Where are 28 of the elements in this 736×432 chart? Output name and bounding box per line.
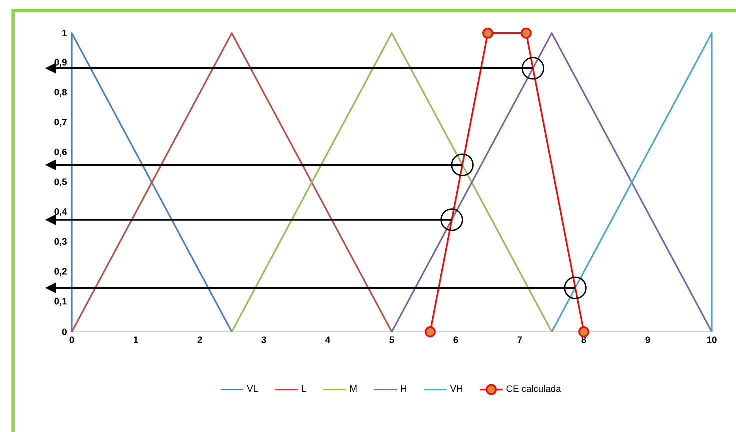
x-tick-label: 10 [707, 336, 717, 344]
legend-label: H [401, 386, 407, 392]
x-tick-label: 5 [390, 336, 394, 344]
x-tick-label: 7 [518, 336, 522, 344]
y-tick-label: 0 [62, 328, 67, 336]
legend-label: VH [450, 386, 463, 392]
y-tick-label: 0,5 [54, 178, 68, 187]
x-tick-label: 4 [326, 336, 331, 344]
y-tick-label: 0,3 [54, 238, 67, 246]
y-tick-label: 0,9 [54, 59, 67, 68]
x-tick-label: 8 [582, 336, 586, 344]
y-tick-label: 0,6 [54, 148, 67, 157]
y-tick-label: 0,8 [54, 89, 67, 98]
y-tick-label: 0,1 [54, 298, 68, 306]
y-tick-label: 1 [62, 30, 68, 37]
y-tick-label: 0,2 [54, 268, 67, 276]
legend-label: M [350, 386, 357, 392]
legend-label: VL [247, 386, 258, 392]
legend-label: CE calculada [506, 385, 562, 392]
x-tick-label: 0 [70, 336, 74, 344]
x-tick-label: 2 [198, 336, 202, 344]
y-tick-label: 0,7 [54, 118, 67, 127]
legend-label: L [302, 386, 306, 392]
x-tick-label: 9 [646, 336, 650, 344]
x-tick-label: 6 [454, 336, 458, 344]
y-tick-label: 0,4 [54, 208, 68, 217]
x-tick-label: 1 [134, 336, 138, 344]
x-tick-label: 3 [262, 336, 266, 344]
